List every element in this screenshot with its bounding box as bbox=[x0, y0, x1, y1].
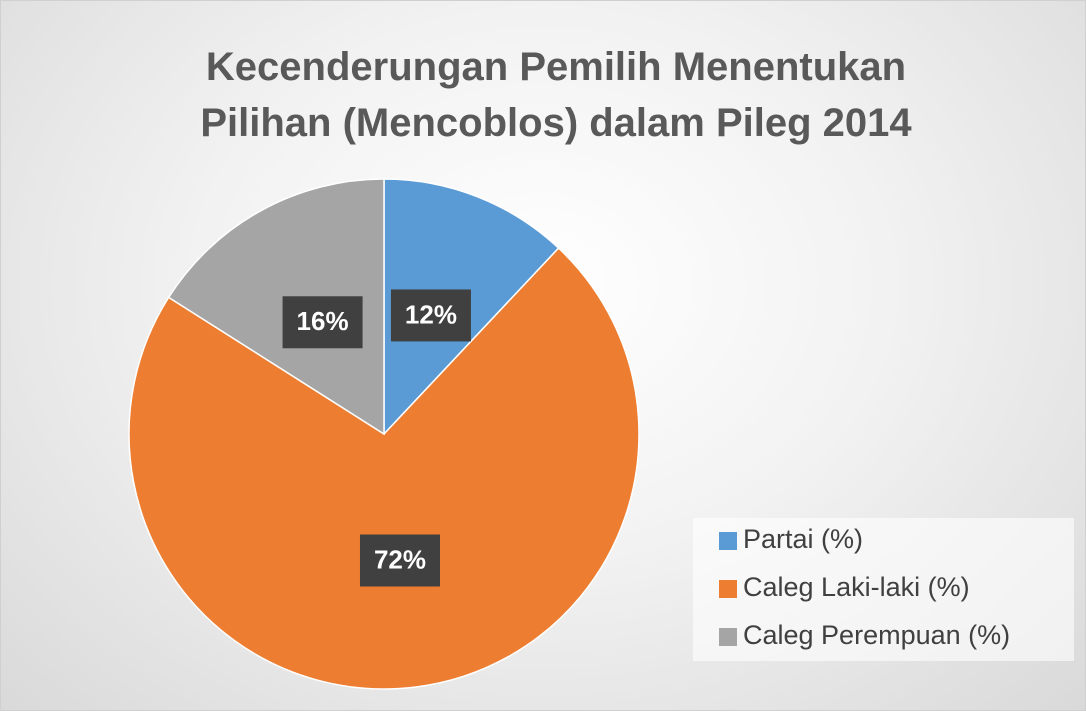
value-label-box bbox=[390, 289, 471, 342]
pie-slice bbox=[167, 178, 385, 436]
value-label-box bbox=[359, 534, 440, 587]
chart-title: Kecenderungan Pemilih Menentukan Pilihan… bbox=[200, 45, 912, 145]
legend-swatch bbox=[719, 532, 737, 550]
legend-label: Caleg Perempuan (%) bbox=[743, 620, 1010, 650]
legend-swatch bbox=[719, 628, 737, 646]
legend-box bbox=[693, 518, 1074, 661]
value-label: 72% bbox=[374, 544, 426, 574]
value-label: 16% bbox=[297, 306, 349, 336]
value-label-box bbox=[282, 296, 363, 349]
value-label: 12% bbox=[405, 299, 457, 329]
legend-swatch bbox=[719, 580, 737, 598]
pie-slice bbox=[128, 247, 640, 690]
legend-label: Partai (%) bbox=[743, 524, 863, 554]
legend-label: Caleg Laki-laki (%) bbox=[743, 572, 970, 602]
pie-slice bbox=[383, 178, 560, 436]
